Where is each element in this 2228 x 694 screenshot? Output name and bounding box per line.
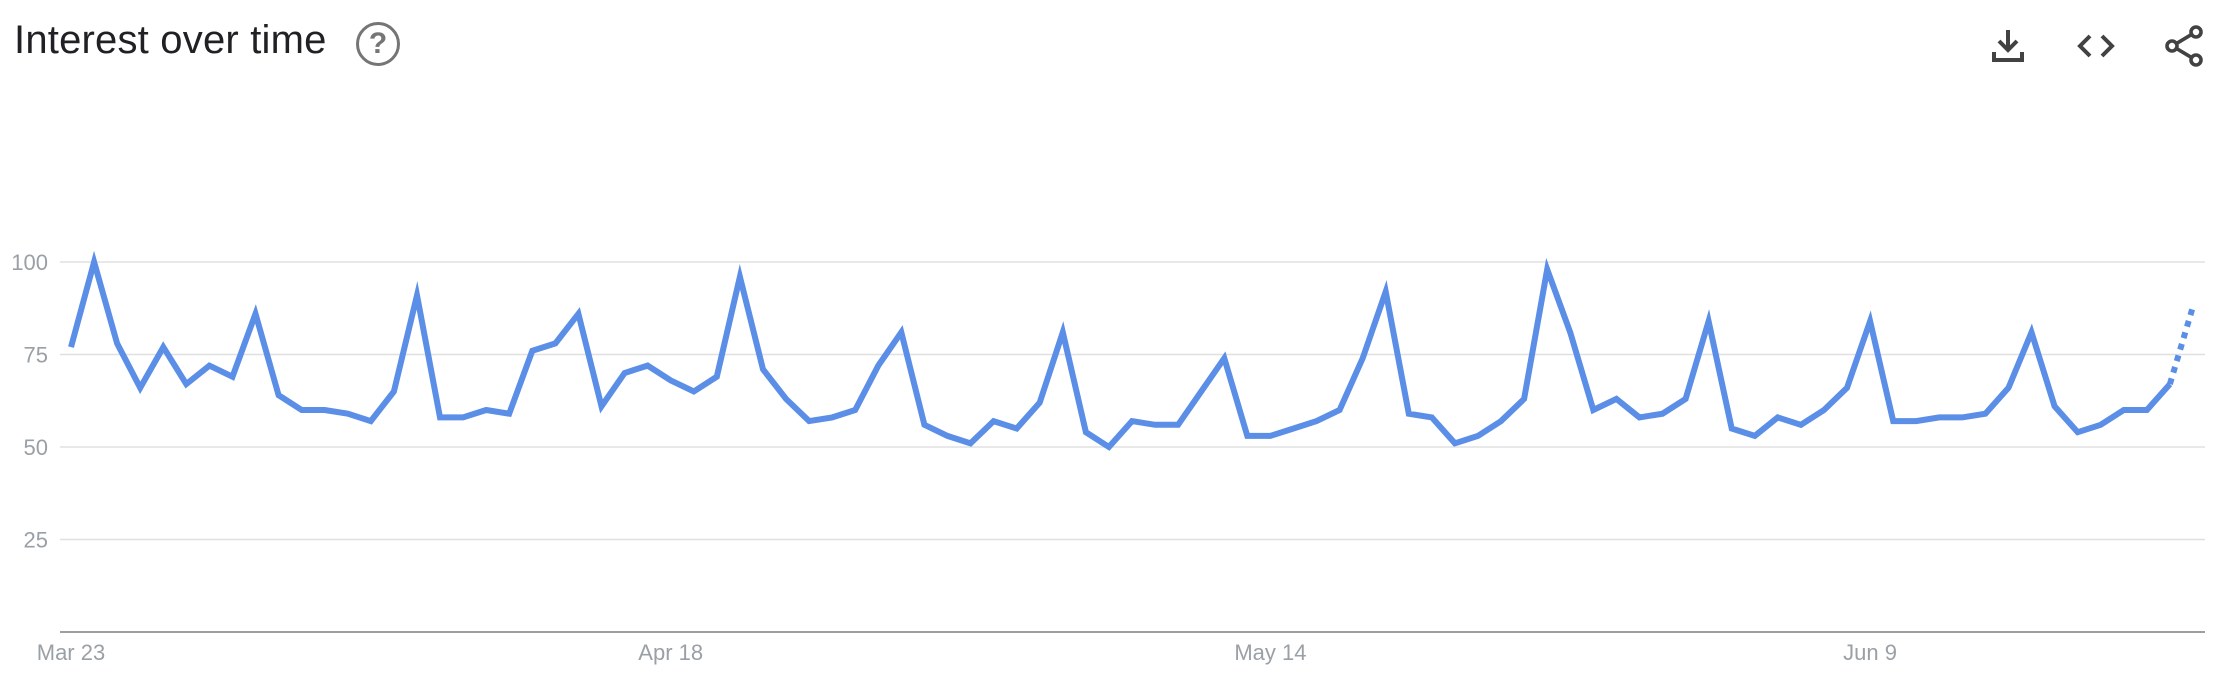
x-tick-label: Mar 23 bbox=[37, 640, 105, 665]
x-tick-label: Jun 9 bbox=[1843, 640, 1897, 665]
y-tick-labels: 25 50 75 100 bbox=[11, 250, 48, 553]
x-tick-labels: Mar 23 Apr 18 May 14 Jun 9 bbox=[37, 640, 1897, 665]
series-line-partial bbox=[2167, 305, 2196, 385]
grid-lines bbox=[60, 261, 2205, 633]
y-tick-label: 100 bbox=[11, 250, 48, 275]
x-tick-label: Apr 18 bbox=[638, 640, 703, 665]
chart-header: Interest over time ? bbox=[0, 0, 2228, 100]
download-icon[interactable] bbox=[1984, 22, 2032, 70]
chart-actions bbox=[1984, 22, 2208, 70]
y-tick-label: 25 bbox=[24, 528, 48, 553]
interest-line-chart: 25 50 75 100 Mar 23 Apr 18 May 14 Jun 9 bbox=[11, 250, 2205, 665]
x-tick-label: May 14 bbox=[1234, 640, 1306, 665]
code-icon[interactable] bbox=[2072, 22, 2120, 70]
series-line bbox=[68, 250, 2173, 451]
help-circle-icon[interactable]: ? bbox=[356, 22, 400, 66]
chart-title: Interest over time bbox=[14, 18, 327, 62]
y-tick-label: 75 bbox=[24, 343, 48, 368]
share-icon[interactable] bbox=[2160, 22, 2208, 70]
y-tick-label: 50 bbox=[24, 435, 48, 460]
series-lines bbox=[68, 250, 2196, 451]
